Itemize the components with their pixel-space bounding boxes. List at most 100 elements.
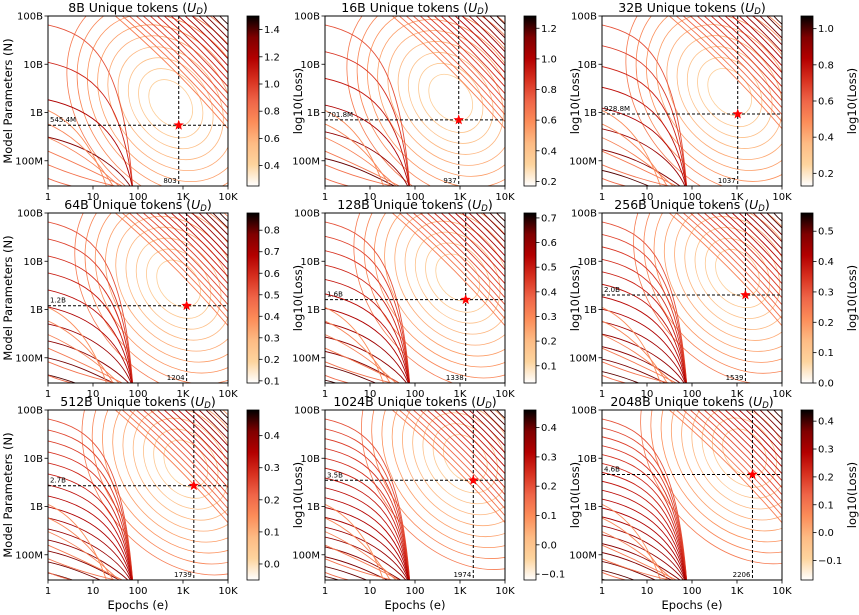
- colorbar-tick-label: 0.8: [541, 85, 557, 96]
- x-tick-label: 1K: [177, 389, 190, 400]
- contour-level: [676, 35, 782, 149]
- contour-level: [602, 86, 687, 186]
- contour-level: [325, 307, 410, 383]
- contour-level: [325, 293, 410, 383]
- contour-level: [454, 213, 505, 264]
- contour-level: [146, 248, 212, 319]
- contour-level: [48, 571, 74, 580]
- contour-level: [602, 271, 687, 383]
- contour-level: [163, 439, 209, 488]
- optimum-epochs-label: 937: [443, 177, 456, 185]
- x-tick-label: 10K: [495, 389, 515, 400]
- contour-level: [402, 410, 505, 527]
- contour-level: [135, 213, 228, 306]
- x-tick-label: 100: [682, 389, 701, 400]
- subplot-title-symbol: (: [186, 394, 195, 409]
- contour-level: [670, 410, 782, 532]
- contour-level: [724, 410, 782, 468]
- contour-level: [602, 306, 661, 383]
- x-tick-label: 100: [405, 586, 424, 597]
- contour-level: [435, 253, 481, 302]
- y-axis-label: Model Parameters (N): [1, 432, 15, 557]
- contour-level: [48, 137, 120, 186]
- contour-level: [414, 231, 501, 324]
- y-tick-label: 100M: [569, 156, 597, 167]
- subplot-16b: 701.8M 937 1 10 100 1K 10K 100M 1B 10B 100B 16B Uni…: [292, 0, 582, 203]
- contour-level: [773, 213, 782, 222]
- contour-level: [602, 516, 686, 580]
- y-tick-label: 1B: [307, 502, 320, 513]
- contour-level: [602, 569, 636, 580]
- colorbar: [800, 212, 814, 384]
- x-tick-label: 10: [364, 389, 377, 400]
- contour-level: [170, 16, 228, 74]
- contour-level: [76, 16, 228, 186]
- y-tick-label: 10B: [23, 60, 43, 71]
- contour-level: [184, 410, 228, 454]
- contour-level: [426, 410, 505, 489]
- contour-level: [686, 46, 773, 138]
- colorbar-label: log10(Loss): [291, 68, 305, 134]
- contour-level: [142, 410, 228, 496]
- contour-level: [731, 410, 782, 461]
- contour-level: [163, 213, 228, 278]
- contour-level: [48, 357, 115, 383]
- contour-level: [128, 213, 228, 313]
- contour-level: [602, 321, 686, 383]
- contour-level: [391, 213, 505, 327]
- colorbar-tick-label: 0.0: [541, 540, 557, 551]
- contour-level: [325, 250, 410, 383]
- colorbar: [246, 409, 260, 581]
- contour-level: [602, 347, 678, 383]
- contour-level: [149, 410, 228, 489]
- contour-level: [184, 213, 228, 257]
- contour-level: [128, 410, 228, 510]
- y-tick-label: 1B: [584, 108, 597, 119]
- contour-level: [177, 410, 228, 461]
- contour-level: [461, 213, 505, 257]
- y-tick-label: 100M: [292, 550, 320, 561]
- optimum-epochs-label: 1739: [174, 571, 192, 579]
- contour-level: [689, 16, 782, 109]
- contour-level: [48, 61, 133, 186]
- colorbar-tick-label: 0.3: [541, 312, 557, 323]
- contour-level: [377, 19, 505, 177]
- colorbar-label: log10(Loss): [568, 462, 582, 528]
- contour-level: [325, 235, 410, 383]
- contour-lines: [48, 410, 228, 580]
- contour-level: [602, 463, 687, 580]
- contour-level: [48, 418, 134, 580]
- contour-level: [405, 410, 505, 510]
- colorbar-label: log10(Loss): [291, 462, 305, 528]
- contour-level: [48, 164, 118, 186]
- subplot-title-symbol: U: [749, 197, 758, 212]
- x-tick-label: 1K: [454, 389, 467, 400]
- contour-level: [461, 16, 505, 60]
- colorbar-tick-label: 0.1: [541, 361, 557, 372]
- colorbar-tick-label: 0.6: [818, 97, 834, 108]
- contour-level: [177, 213, 228, 264]
- contour-level: [461, 410, 505, 454]
- contour-level: [391, 410, 505, 524]
- contour-level: [422, 412, 505, 505]
- contour-level: [633, 213, 782, 383]
- contour-level: [325, 477, 410, 580]
- contour-level: [419, 16, 505, 102]
- contour-level: [156, 410, 228, 482]
- x-tick-label: 1: [322, 389, 328, 400]
- subplot-title-symbol: (: [459, 0, 468, 15]
- subplot-title-symbol: (: [744, 394, 753, 409]
- contour-level: [387, 30, 505, 166]
- contour-level: [397, 41, 504, 155]
- subplot-title-symbol: ): [765, 197, 770, 212]
- contour-level: [114, 16, 228, 130]
- contour-level: [107, 35, 228, 172]
- subplot-title-subscript: D: [481, 204, 488, 214]
- contour-level: [398, 213, 505, 320]
- contour-level: [412, 16, 505, 109]
- colorbar-tick-label: 0.8: [264, 226, 280, 237]
- subplot-title-subscript: D: [204, 401, 211, 411]
- x-tick-label: 10: [364, 586, 377, 597]
- contour-level: [602, 531, 674, 580]
- contour-level: [325, 77, 410, 186]
